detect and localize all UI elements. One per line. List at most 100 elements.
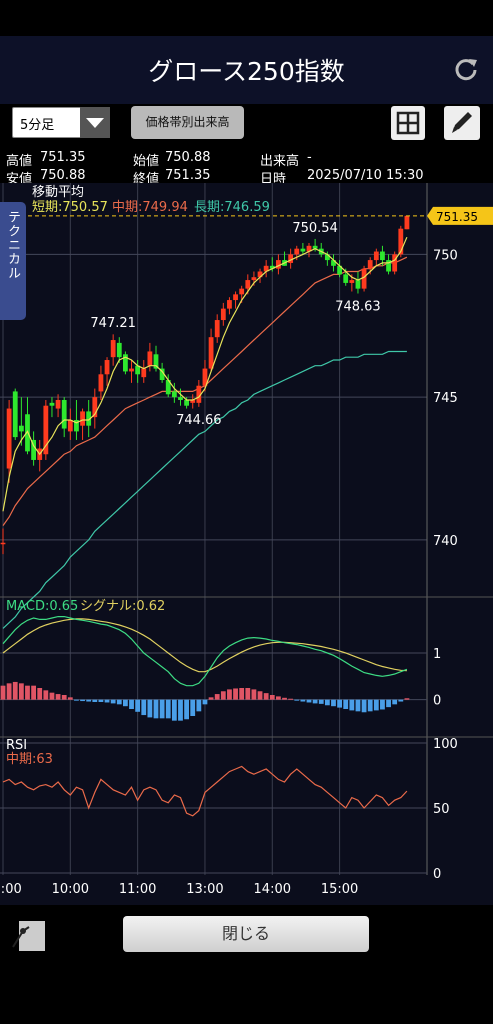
close-value: 751.35 xyxy=(165,168,211,183)
candle xyxy=(153,354,159,369)
candle xyxy=(214,320,220,338)
candle xyxy=(227,300,232,309)
candle xyxy=(147,351,153,366)
price-tick-label: 750 xyxy=(433,248,458,263)
price-annotation: 748.63 xyxy=(335,299,381,314)
macd-histogram-bar xyxy=(343,699,349,709)
last-price-tag xyxy=(427,206,493,225)
price-annotation: 747.21 xyxy=(90,316,136,331)
candle xyxy=(18,425,24,432)
candle xyxy=(392,254,398,272)
candle xyxy=(74,419,79,432)
candle xyxy=(123,354,128,372)
macd-histogram-bar xyxy=(55,694,61,700)
rsi-tick-label: 0 xyxy=(433,867,441,882)
macd-histogram-bar xyxy=(184,699,189,720)
rsi-legend-entry: 中期:63 xyxy=(6,752,53,767)
macd-histogram-bar xyxy=(355,699,361,712)
drawing-tool-icon[interactable] xyxy=(9,917,47,953)
candle xyxy=(404,215,410,230)
candle xyxy=(251,277,257,281)
candle xyxy=(6,408,12,469)
macd-histogram-bar xyxy=(141,699,147,716)
candle xyxy=(159,368,165,381)
candle xyxy=(165,380,171,395)
rsi-line xyxy=(2,765,408,817)
macd-histogram-bar xyxy=(74,699,79,701)
macd-histogram-bar xyxy=(171,699,177,721)
pencil-icon[interactable] xyxy=(444,106,480,140)
time-tick-label: 09:00 xyxy=(0,882,22,897)
candle xyxy=(263,265,269,272)
close-button[interactable]: 閉じる xyxy=(123,916,369,952)
macd-histogram-bar xyxy=(31,685,36,700)
macd-histogram-bar xyxy=(196,699,202,712)
open-value: 750.88 xyxy=(165,150,211,165)
macd-histogram-bar xyxy=(165,699,171,719)
ma-legend-title: 移動平均 xyxy=(32,185,84,200)
refresh-icon[interactable] xyxy=(453,56,479,82)
macd-histogram-bar xyxy=(245,688,251,700)
technical-tab-label: テクニカル xyxy=(5,210,20,280)
candle xyxy=(67,419,73,432)
macd-histogram-bar xyxy=(227,689,232,700)
macd-histogram-bar xyxy=(239,688,245,700)
technical-tab[interactable] xyxy=(0,202,26,320)
macd-histogram-bar xyxy=(178,699,183,721)
macd-histogram-bar xyxy=(37,688,43,700)
candle xyxy=(129,368,134,372)
volume-label: 出来高 xyxy=(260,154,300,169)
macd-histogram-bar xyxy=(380,699,385,710)
candle xyxy=(331,260,336,266)
low-value: 750.88 xyxy=(40,168,86,183)
macd-histogram-bar xyxy=(61,695,67,700)
grid-icon[interactable] xyxy=(391,106,425,140)
price-annotation: 750.54 xyxy=(292,221,338,236)
candle xyxy=(239,288,245,295)
chart-background xyxy=(0,183,493,905)
time-tick-label: 13:00 xyxy=(186,882,223,897)
macd-histogram-bar xyxy=(98,699,104,702)
macd-legend-entry: MACD:0.65 xyxy=(6,599,78,614)
candle xyxy=(110,340,116,358)
candle xyxy=(208,337,214,369)
candle xyxy=(43,405,49,455)
time-tick-label: 14:00 xyxy=(254,882,291,897)
candle xyxy=(361,268,367,289)
macd-line xyxy=(2,616,408,687)
macd-histogram-bar xyxy=(269,695,275,700)
candle xyxy=(116,342,122,358)
price-tick-label: 745 xyxy=(433,391,458,406)
chevron-down-icon[interactable] xyxy=(80,107,110,138)
volume-by-price-button[interactable]: 価格帯別出来高 xyxy=(131,106,244,139)
macd-histogram-bar xyxy=(135,699,141,712)
macd-histogram-bar xyxy=(12,681,18,700)
candle xyxy=(61,399,67,429)
macd-histogram-bar xyxy=(318,699,324,704)
signal-legend-entry: シグナル:0.62 xyxy=(80,599,165,614)
macd-histogram-bar xyxy=(324,699,330,706)
macd-histogram-bar xyxy=(153,699,159,719)
candle xyxy=(343,274,349,283)
candle xyxy=(49,402,55,406)
macd-histogram-bar xyxy=(92,699,98,702)
macd-tick-label: 1 xyxy=(433,647,441,662)
candle xyxy=(233,294,238,301)
macd-histogram-bar xyxy=(288,698,294,700)
macd-histogram-bar xyxy=(337,699,342,708)
short-ma-line xyxy=(2,236,408,512)
macd-histogram-bar xyxy=(367,699,373,712)
macd-histogram-bar xyxy=(392,699,398,705)
period-select-value: 5分足 xyxy=(20,118,55,133)
ma-legend-entry: 短期:750.57 xyxy=(32,200,108,215)
app-header xyxy=(0,36,493,104)
macd-histogram-bar xyxy=(147,699,153,718)
macd-histogram-bar xyxy=(282,697,287,700)
chart-area[interactable]: 750 745 740 751.35 747.21 744.66 750.54 748.63 移… xyxy=(0,183,493,905)
high-label: 高値 xyxy=(6,154,33,169)
macd-histogram-bar xyxy=(190,699,196,716)
macd-histogram-bar xyxy=(404,698,410,700)
macd-histogram-bar xyxy=(233,688,238,700)
macd-histogram-bar xyxy=(331,699,336,707)
signal-line xyxy=(2,618,407,673)
